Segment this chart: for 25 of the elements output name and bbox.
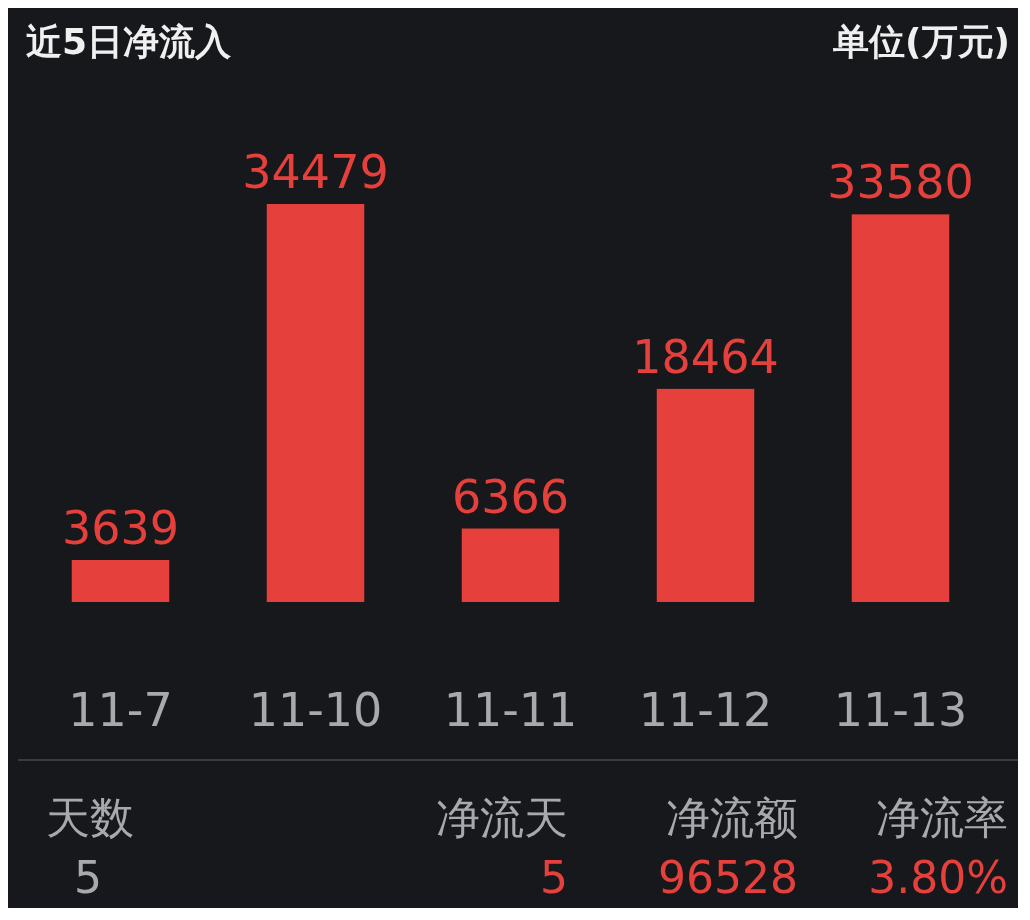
x-tick-label: 11-12 bbox=[638, 683, 773, 737]
text: 净流天 bbox=[436, 792, 568, 843]
bar bbox=[461, 528, 560, 602]
data-label: 3639 bbox=[61, 500, 180, 555]
text: 净流额 bbox=[666, 792, 798, 843]
text: 5 bbox=[74, 852, 102, 903]
x-tick-label: 11-13 bbox=[833, 683, 968, 737]
chart-title: 近5日净流入 bbox=[26, 21, 233, 62]
text: 天数 bbox=[46, 792, 134, 843]
data-label: 18464 bbox=[632, 329, 779, 384]
bar bbox=[656, 388, 755, 602]
x-tick-label: 11-7 bbox=[68, 683, 173, 737]
text: 5 bbox=[540, 852, 568, 903]
bar bbox=[71, 559, 170, 602]
bar bbox=[851, 214, 950, 602]
text: 3.80% bbox=[868, 852, 1008, 903]
x-tick-label: 11-11 bbox=[443, 683, 578, 737]
data-label: 34479 bbox=[242, 145, 389, 199]
data-label: 6366 bbox=[451, 469, 570, 524]
chart-subtitle: 单位(万元) bbox=[832, 21, 1010, 62]
text: 净流率 bbox=[876, 792, 1008, 843]
x-tick-label: 11-10 bbox=[248, 683, 383, 737]
text: 96528 bbox=[658, 852, 798, 903]
bar bbox=[266, 204, 365, 602]
data-label: 33580 bbox=[827, 155, 974, 210]
